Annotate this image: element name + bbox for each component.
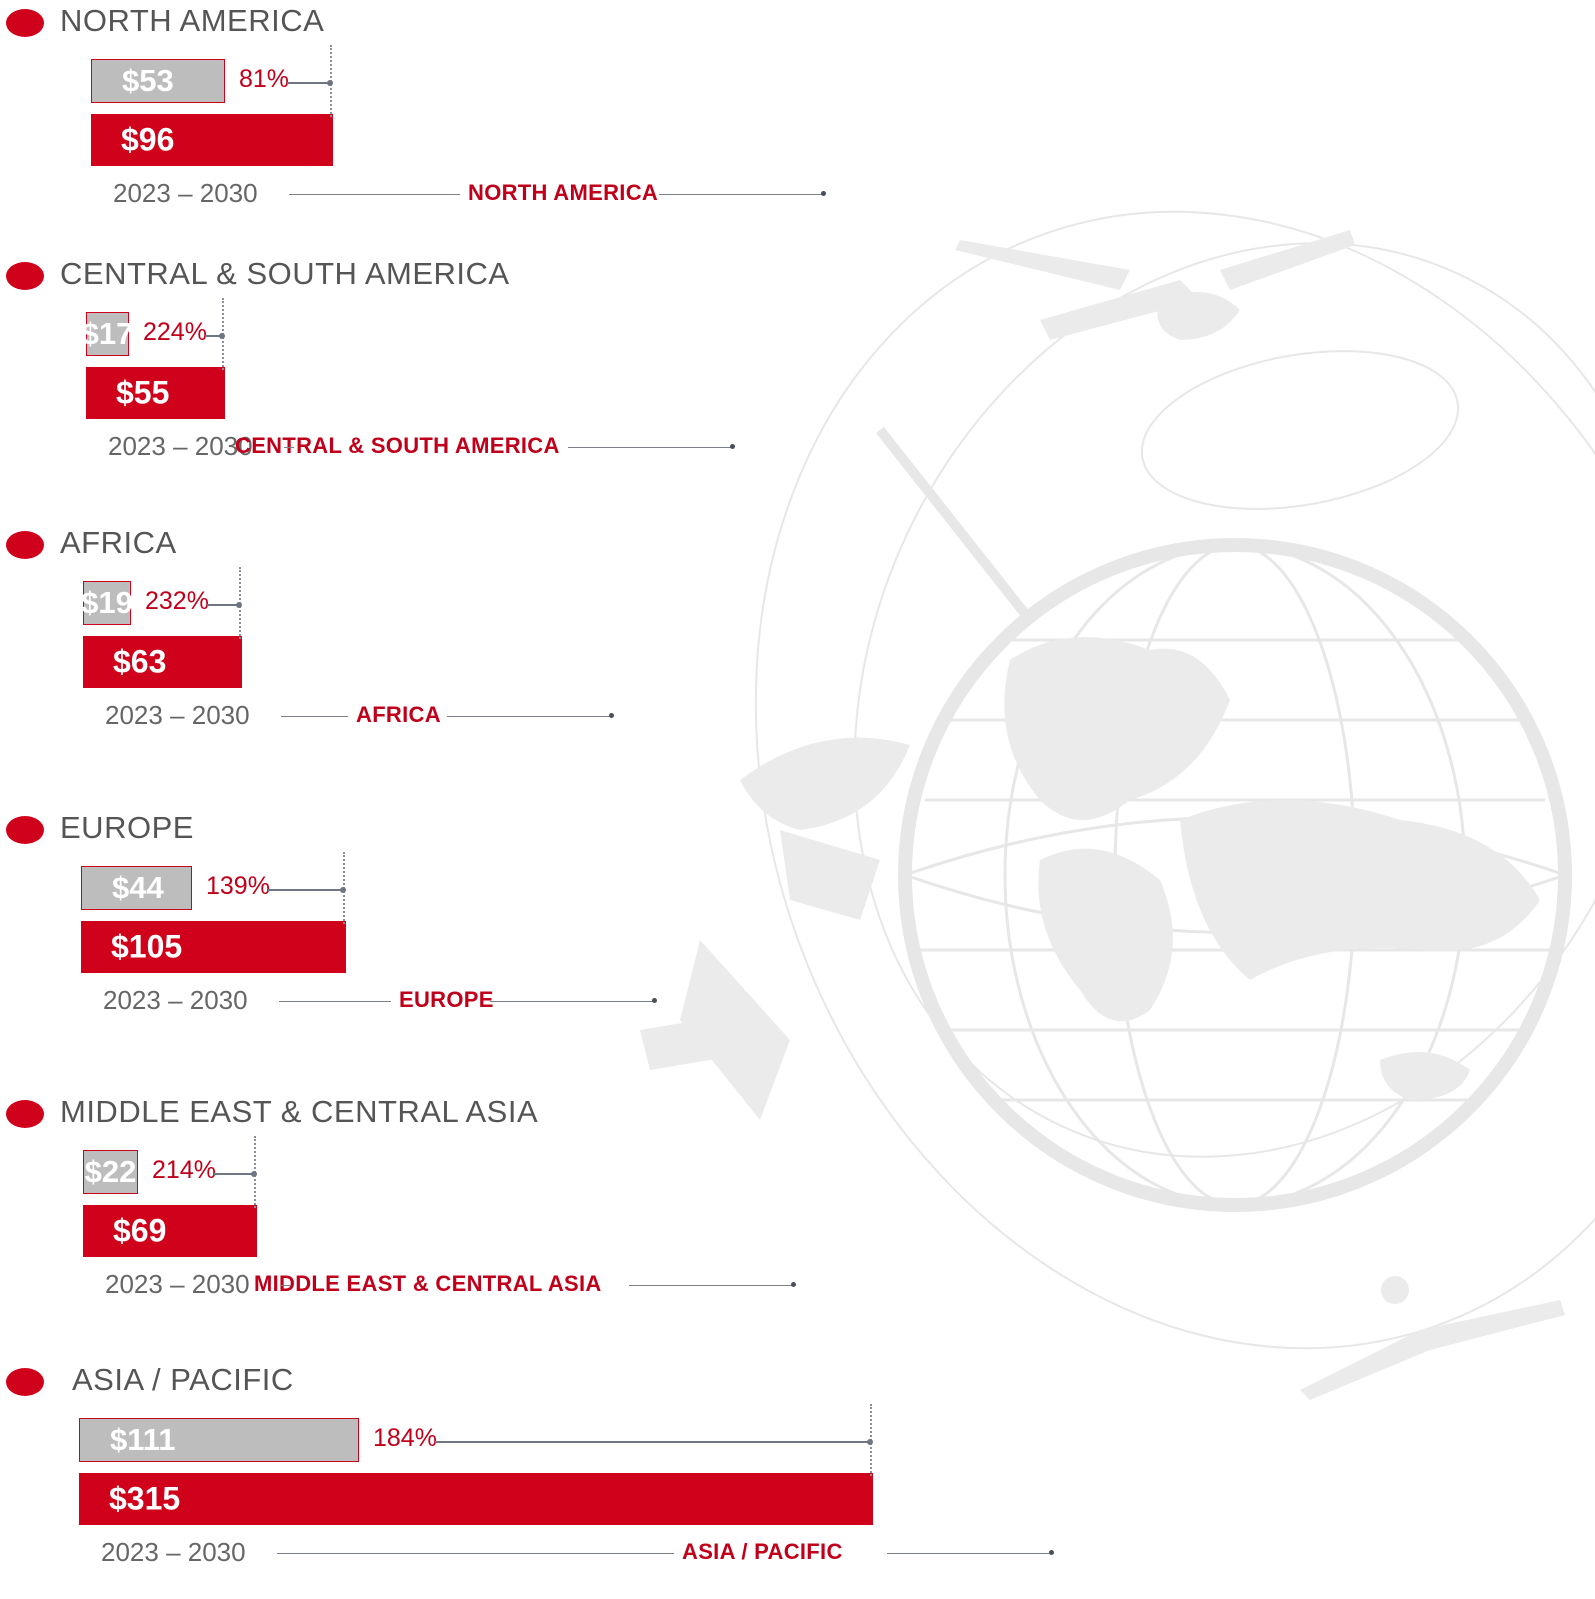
region-title: EUROPE <box>60 810 194 845</box>
region-bullet-dot <box>6 262 44 290</box>
leader-line-right <box>568 447 732 448</box>
leader-end-dot <box>791 1282 796 1287</box>
bar-label-2030: $105 <box>111 928 183 965</box>
growth-connector-cap <box>251 1171 257 1177</box>
period-label: 2023 – 2030 <box>105 1269 250 1299</box>
bar-2030: $315 <box>79 1473 873 1525</box>
region-bullet-dot <box>6 816 44 844</box>
leader-line-left <box>281 1285 291 1286</box>
bar-label-2023: $53 <box>122 63 174 98</box>
region-bullet-dot <box>6 1368 44 1396</box>
growth-percent: 232% <box>145 587 209 615</box>
region-title: MIDDLE EAST & CENTRAL ASIA <box>60 1094 539 1129</box>
region-bullet-dot <box>6 531 44 559</box>
bar-2023: $22 <box>83 1150 138 1194</box>
region-name-label: CENTRAL & SOUTH AMERICA <box>235 433 560 458</box>
bar-label-2023: $22 <box>84 1154 137 1189</box>
leader-line-right <box>659 194 823 195</box>
bar-2023: $111 <box>79 1418 359 1462</box>
region-name-label: NORTH AMERICA <box>468 180 659 205</box>
bar-2030: $96 <box>91 114 333 166</box>
growth-connector-cap <box>867 1439 873 1445</box>
bar-label-2023: $44 <box>112 870 164 905</box>
region-group: CENTRAL & SOUTH AMERICA $17 $55 224% 2023 – … <box>0 253 1595 493</box>
growth-connector-cap <box>236 602 242 608</box>
period-label: 2023 – 2030 <box>113 178 258 208</box>
growth-percent: 81% <box>239 65 290 93</box>
bar-2030: $69 <box>83 1205 257 1257</box>
growth-connector-cap <box>340 887 346 893</box>
region-group: ASIA / PACIFIC $111 $315 184% 2023 – 2030 ASI… <box>0 1359 1595 1599</box>
region-group: EUROPE $44 $105 139% 2023 – 2030 EUROPE <box>0 807 1595 1047</box>
growth-percent: 184% <box>373 1424 437 1452</box>
region-group: AFRICA $19 $63 232% 2023 – 2030 AFRICA <box>0 522 1595 762</box>
region-bullet-dot <box>6 9 44 37</box>
leader-line-right <box>629 1285 793 1286</box>
bar-2023: $19 <box>81 581 133 625</box>
region-title: AFRICA <box>60 525 177 560</box>
region-name-label: EUROPE <box>399 987 494 1012</box>
period-label: 2023 – 2030 <box>108 431 253 461</box>
region-title: NORTH AMERICA <box>60 3 325 38</box>
growth-connector-line <box>205 335 222 337</box>
region-group: MIDDLE EAST & CENTRAL ASIA $22 $69 214% 2023… <box>0 1091 1595 1331</box>
bar-2023: $17 <box>82 312 133 356</box>
leader-end-dot <box>652 998 657 1003</box>
leader-line-left <box>284 447 294 448</box>
period-label: 2023 – 2030 <box>105 700 250 730</box>
bar-2030: $63 <box>83 636 242 688</box>
period-label: 2023 – 2030 <box>101 1537 246 1567</box>
leader-end-dot <box>609 713 614 718</box>
growth-connector-line <box>207 604 239 606</box>
growth-percent: 214% <box>152 1156 216 1184</box>
growth-connector-cap <box>219 333 225 339</box>
growth-connector-line <box>435 1441 870 1443</box>
region-name-label: ASIA / PACIFIC <box>682 1539 843 1564</box>
growth-connector-line <box>287 82 330 84</box>
bar-2030: $105 <box>81 921 346 973</box>
region-name-label: AFRICA <box>356 702 441 727</box>
region-group: NORTH AMERICA $53 $96 81% 2023 – 2030 NORTH A… <box>0 0 1595 240</box>
leader-line-left <box>279 1001 391 1002</box>
leader-end-dot <box>821 191 826 196</box>
bar-2023: $53 <box>91 59 225 103</box>
leader-line-left <box>281 716 348 717</box>
region-title: CENTRAL & SOUTH AMERICA <box>60 256 510 291</box>
leader-line-right <box>887 1553 1051 1554</box>
bar-2030: $55 <box>86 367 225 419</box>
growth-percent: 224% <box>143 318 207 346</box>
leader-end-dot <box>730 444 735 449</box>
leader-end-dot <box>1049 1550 1054 1555</box>
growth-percent: 139% <box>206 872 270 900</box>
bar-label-2023: $111 <box>110 1422 176 1457</box>
period-label: 2023 – 2030 <box>103 985 248 1015</box>
growth-connector-line <box>268 889 343 891</box>
bar-label-2030: $55 <box>116 374 170 411</box>
growth-connector-cap <box>327 80 333 86</box>
region-bullet-dot <box>6 1100 44 1128</box>
bar-label-2030: $69 <box>113 1212 167 1249</box>
bar-label-2023: $17 <box>81 316 134 351</box>
leader-line-right <box>490 1001 654 1002</box>
bar-label-2030: $63 <box>113 643 167 680</box>
leader-line-right <box>447 716 611 717</box>
leader-line-left <box>277 1553 674 1554</box>
region-name-label: MIDDLE EAST & CENTRAL ASIA <box>254 1271 602 1296</box>
leader-line-left <box>289 194 460 195</box>
growth-connector-line <box>214 1173 254 1175</box>
bar-2023: $44 <box>81 866 192 910</box>
bar-label-2030: $315 <box>109 1480 181 1517</box>
region-title: ASIA / PACIFIC <box>72 1362 294 1397</box>
bar-label-2030: $96 <box>121 121 175 158</box>
bar-label-2023: $19 <box>81 585 133 620</box>
